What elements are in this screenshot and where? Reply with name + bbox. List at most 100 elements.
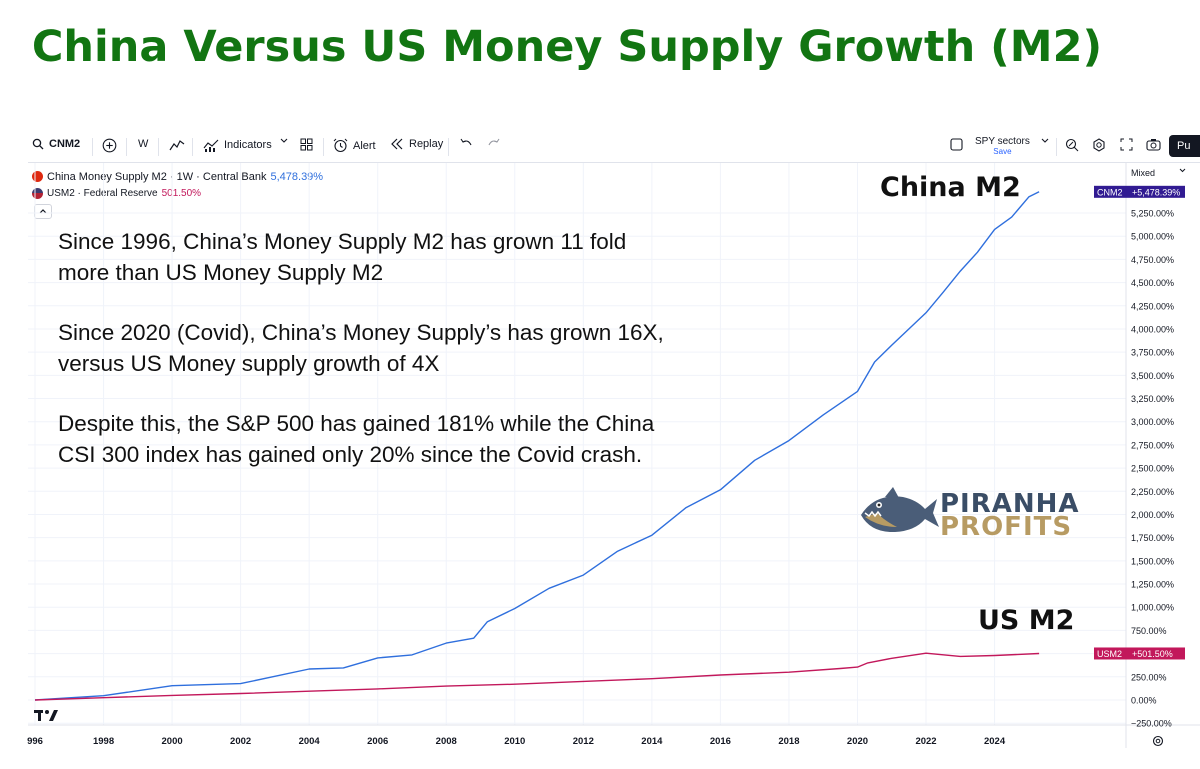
china-m2-label: China M2 [880,172,1021,203]
axis-settings-button[interactable] [1152,734,1164,752]
quick-search-button[interactable] [1065,138,1079,152]
x-tick-label: 1998 [93,736,114,747]
y-tick-label: 2,000.00% [1131,510,1174,520]
chevron-down-icon [1041,138,1049,143]
piranha-fish-icon [861,487,939,533]
x-tick-label: 2008 [436,736,457,747]
headline: China Versus US Money Supply Growth (M2) [31,22,1103,72]
x-tick-label: 2004 [299,736,321,747]
badge-symbol: USM2 [1097,649,1122,659]
layout-save: Save [993,147,1012,156]
y-tick-label: 3,750.00% [1131,348,1174,358]
chart-toolbar: CNM2 W Indicators Alert Replay SPY secto [28,132,1200,162]
magnifier-icon [1065,138,1079,152]
y-tick-label: 2,500.00% [1131,464,1174,474]
y-tick-label: 1,500.00% [1131,556,1174,566]
y-tick-label: −250.00% [1131,719,1172,729]
interval-button[interactable]: W [138,138,148,150]
x-tick-label: 2018 [778,736,799,747]
undo-button[interactable] [460,138,472,148]
legend-row-primary[interactable]: China Money Supply M2 · 1W · Central Ban… [32,168,323,185]
x-tick-label: 2024 [984,736,1006,747]
tradingview-icon [34,710,58,721]
us-m2-label: US M2 [978,605,1075,636]
alert-label: Alert [353,139,376,152]
fullscreen-button[interactable] [1120,138,1133,151]
y-tick-label: 3,000.00% [1131,417,1174,427]
badge-value: +501.50% [1132,649,1173,659]
indicators-icon [203,139,219,152]
annotation-text: Since 1996, China’s Money Supply M2 has … [58,227,678,500]
x-tick-label: 2012 [573,736,594,747]
indicators-dropdown[interactable] [280,138,288,144]
compare-button[interactable] [102,138,117,153]
snapshot-button[interactable] [1146,138,1161,151]
y-tick-label: 1,000.00% [1131,603,1174,613]
price-badges: CNM2 +5,478.39% USM2 +501.50% [1094,185,1185,660]
layout-name[interactable]: SPY sectors Save [975,136,1030,156]
badge-bg [1094,185,1185,198]
rewind-icon [391,138,403,150]
settings-button[interactable] [1092,138,1106,152]
grid-icon [300,138,313,151]
time-axis[interactable]: 996 1998 2000 2002 2004 2006 2008 2010 2012 2014 2… [27,736,1006,747]
gear-icon [1093,138,1105,152]
symbol-search[interactable]: CNM2 [32,138,80,150]
alert-button[interactable]: Alert [333,138,376,153]
x-tick-label: 2006 [367,736,388,747]
y-tick-label: 0.00% [1131,696,1157,706]
plus-circle-icon [102,138,117,153]
us-flag-icon [32,188,43,199]
redo-button[interactable] [488,138,500,148]
y-tick-label: 2,750.00% [1131,440,1174,450]
y-tick-label: 250.00% [1131,672,1167,682]
symbol-label: CNM2 [49,138,81,150]
legend-primary-value: 5,478.39% [270,170,324,183]
publish-button[interactable]: Pu [1169,135,1200,157]
x-tick-label: 2022 [915,736,936,747]
chart-type-button[interactable] [169,138,185,152]
y-tick-label: 3,250.00% [1131,394,1174,404]
undo-icon [460,138,472,146]
fullscreen-icon [1120,138,1133,151]
y-tick-label: 750.00% [1131,626,1167,636]
annotation-p1: Since 1996, China’s Money Supply M2 has … [58,229,627,285]
layout-dropdown[interactable] [1041,138,1049,144]
badge-bg [1094,647,1185,660]
badge-value: +5,478.39% [1132,187,1180,197]
y-tick-label: 1,750.00% [1131,533,1174,543]
chart-legend: China Money Supply M2 · 1W · Central Ban… [32,168,323,219]
piranha-profits-logo: PIRANHA PROFITS [855,483,1095,543]
y-tick-label: 2,250.00% [1131,487,1174,497]
search-icon [32,138,44,150]
series-line-usm2[interactable] [34,652,1040,701]
y-tick-label: 4,250.00% [1131,301,1174,311]
y-tick-label: 4,750.00% [1131,255,1174,265]
scale-mode-label: Mixed [1131,168,1156,178]
square-icon [950,138,963,151]
settings-gear-icon [1152,735,1164,747]
annotation-p3: Despite this, the S&P 500 has gained 181… [58,411,655,467]
legend-row-secondary[interactable]: USM2 · Federal Reserve 501.50% [32,185,323,202]
tradingview-logo[interactable] [34,707,58,726]
legend-primary-name: China Money Supply M2 · 1W · Central Ban… [47,170,267,183]
interval-label: W [138,138,149,150]
indicators-button[interactable]: Indicators [203,138,272,152]
layout-checkbox[interactable] [950,138,963,151]
y-tick-label: 4,000.00% [1131,324,1174,334]
chevron-down-icon [280,138,288,143]
y-tick-label: 1,250.00% [1131,580,1174,590]
y-tick-label: 5,000.00% [1131,232,1174,242]
y-tick-label: 4,500.00% [1131,278,1174,288]
alarm-clock-icon [333,138,348,153]
templates-button[interactable] [300,138,313,151]
series-line-cnm2[interactable] [34,191,1040,701]
logo-line-2: PROFITS [940,512,1073,542]
y-tick-label: 3,500.00% [1131,371,1174,381]
scale-mode-selector[interactable]: Mixed [1131,168,1186,178]
replay-button[interactable]: Replay [390,138,443,150]
china-flag-icon [32,171,43,182]
x-tick-label: 2014 [641,736,663,747]
chevron-down-icon [1179,168,1186,173]
